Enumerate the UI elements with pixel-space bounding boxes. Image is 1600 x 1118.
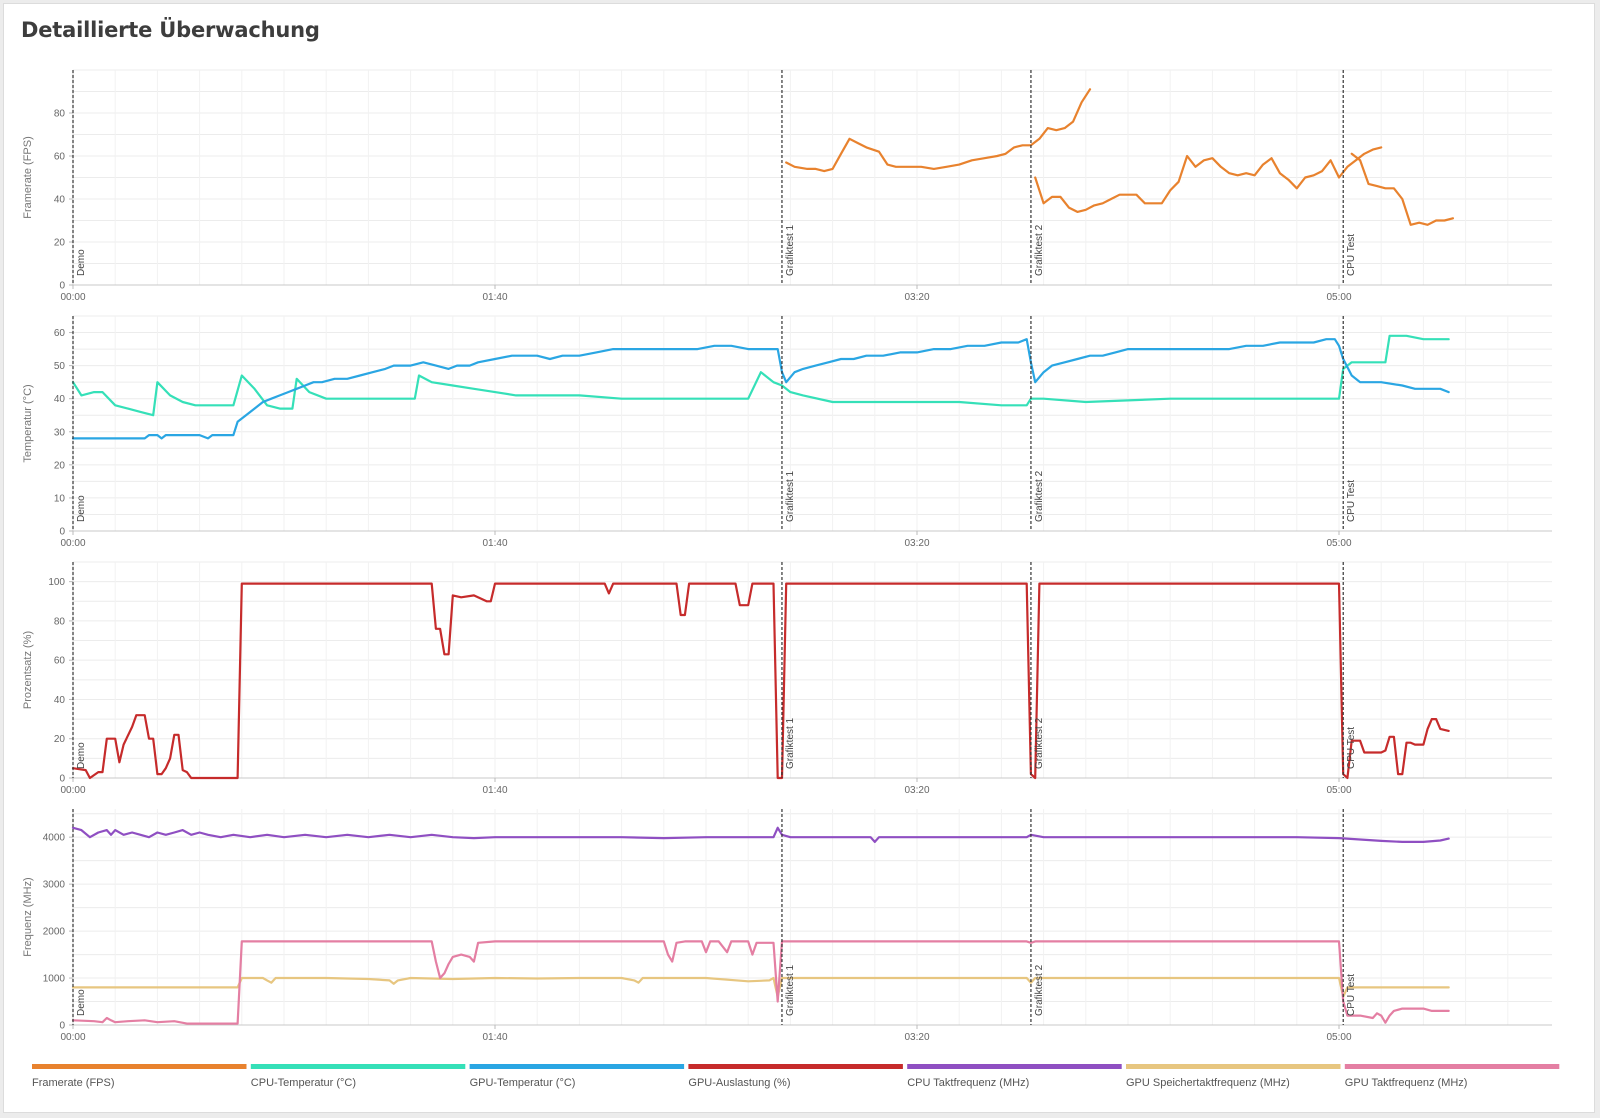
- series-line-gpu-speichertaktfrequenz-mhz: [71, 976, 1450, 998]
- phase-marker-label: Demo: [76, 495, 87, 522]
- monitoring-card: Detaillierte Überwachung: [3, 3, 1595, 1113]
- phase-marker-label: Grafiktest 2: [1034, 717, 1045, 769]
- y-tick-label: 20: [54, 460, 66, 471]
- legend-label: Framerate (FPS): [32, 1077, 115, 1089]
- y-tick-label: 80: [54, 616, 66, 627]
- page-title: Detaillierte Überwachung: [21, 18, 320, 42]
- legend-swatch: [32, 1064, 247, 1069]
- chart-panel-temperatur-c: 0 10 20 30 40 50 60 00:00 01:40 03:20 05:00 Tempera…: [22, 315, 1552, 549]
- y-tick-label: 100: [48, 577, 65, 588]
- y-tick-label: 20: [54, 734, 66, 745]
- legend-label: GPU-Temperatur (°C): [470, 1077, 576, 1089]
- legend-swatch: [1344, 1064, 1560, 1069]
- legend-swatch: [1126, 1064, 1341, 1069]
- phase-marker-label: Demo: [76, 249, 87, 276]
- legend-swatch: [688, 1064, 903, 1069]
- y-axis-label: Framerate (FPS): [22, 136, 34, 219]
- x-tick-label: 05:00: [1326, 1032, 1351, 1043]
- y-tick-label: 60: [54, 656, 66, 667]
- legend-label: GPU-Auslastung (%): [688, 1077, 790, 1089]
- y-tick-label: 20: [54, 238, 66, 249]
- chart-panel-prozentsatz: 0 20 40 60 80 100 00:00 01:40 03:20 05:00 Prozents…: [22, 561, 1552, 796]
- x-tick-label: 00:00: [60, 292, 85, 303]
- y-tick-label: 0: [59, 527, 65, 538]
- y-tick-label: 2000: [43, 927, 66, 938]
- series-line-framerate-fps: [785, 88, 1092, 173]
- y-tick-label: 10: [54, 493, 66, 504]
- phase-marker-label: Grafiktest 2: [1034, 470, 1045, 522]
- x-tick-label: 05:00: [1326, 292, 1351, 303]
- series-line-gpu-temperatur-c: [71, 338, 1450, 440]
- phase-marker-label: Grafiktest 1: [785, 224, 796, 276]
- y-tick-label: 3000: [43, 880, 66, 891]
- x-tick-label: 01:40: [482, 1032, 507, 1043]
- x-tick-label: 05:00: [1326, 785, 1351, 796]
- phase-marker-label: Grafiktest 2: [1034, 964, 1045, 1016]
- phase-marker-label: CPU Test: [1346, 974, 1357, 1016]
- x-tick-label: 01:40: [482, 538, 507, 549]
- phase-marker-label: Grafiktest 1: [785, 717, 796, 769]
- y-tick-label: 80: [54, 109, 66, 120]
- chart-panel-frequenz-mhz: 0 1000 2000 3000 4000 00:00 01:40 03:20 05:00 Fre…: [22, 809, 1552, 1043]
- phase-marker-label: CPU Test: [1346, 480, 1357, 522]
- legend-swatch: [907, 1064, 1122, 1069]
- x-tick-label: 00:00: [60, 538, 85, 549]
- y-tick-label: 4000: [43, 833, 66, 844]
- phase-marker-label: Demo: [76, 742, 87, 769]
- series-line-cpu-temperatur-c: [71, 334, 1450, 417]
- series-line-cpu-taktfrequenz-mhz: [71, 826, 1450, 844]
- y-tick-label: 0: [59, 774, 65, 785]
- y-axis-label: Temperatur (°C): [22, 384, 34, 462]
- y-axis-label: Frequenz (MHz): [22, 877, 34, 956]
- x-tick-label: 01:40: [482, 292, 507, 303]
- legend-swatch: [250, 1064, 466, 1069]
- y-tick-label: 0: [59, 281, 65, 292]
- phase-marker-label: CPU Test: [1346, 727, 1357, 769]
- phase-marker-label: Grafiktest 2: [1034, 224, 1045, 276]
- phase-marker-label: CPU Test: [1346, 234, 1357, 276]
- legend-label: GPU Taktfrequenz (MHz): [1345, 1077, 1468, 1089]
- x-tick-label: 01:40: [482, 785, 507, 796]
- series-line-gpu-taktfrequenz-mhz: [71, 940, 1450, 1025]
- y-tick-label: 0: [59, 1021, 65, 1032]
- x-tick-label: 03:20: [904, 538, 929, 549]
- phase-marker-label: Grafiktest 1: [785, 964, 796, 1016]
- legend-label: CPU-Temperatur (°C): [251, 1077, 356, 1089]
- legend-label: CPU Taktfrequenz (MHz): [907, 1077, 1029, 1089]
- phase-marker-label: Grafiktest 1: [785, 470, 796, 522]
- phase-marker-label: Demo: [76, 989, 87, 1016]
- y-tick-label: 60: [54, 328, 66, 339]
- x-tick-label: 00:00: [60, 785, 85, 796]
- y-tick-label: 50: [54, 361, 66, 372]
- series-line-framerate-fps: [1034, 146, 1383, 213]
- y-tick-label: 30: [54, 427, 66, 438]
- y-tick-label: 40: [54, 195, 66, 206]
- legend: Framerate (FPS) CPU-Temperatur (°C) GPU-Te…: [32, 1064, 1560, 1089]
- y-tick-label: 1000: [43, 974, 66, 985]
- y-tick-label: 60: [54, 152, 66, 163]
- y-tick-label: 40: [54, 394, 66, 405]
- legend-swatch: [469, 1064, 685, 1069]
- x-tick-label: 05:00: [1326, 538, 1351, 549]
- x-tick-label: 03:20: [904, 1032, 929, 1043]
- series-line-framerate-fps: [1350, 152, 1455, 226]
- y-tick-label: 40: [54, 695, 66, 706]
- chart-panel-framerate-fps: 0 20 40 60 80 00:00 01:40 03:20 05:00 Framerate (…: [22, 69, 1552, 303]
- y-axis-label: Prozentsatz (%): [22, 631, 34, 709]
- legend-label: GPU Speichertaktfrequenz (MHz): [1126, 1077, 1290, 1089]
- series-line-gpu-auslastung: [71, 582, 1450, 780]
- x-tick-label: 00:00: [60, 1032, 85, 1043]
- x-tick-label: 03:20: [904, 785, 929, 796]
- x-tick-label: 03:20: [904, 292, 929, 303]
